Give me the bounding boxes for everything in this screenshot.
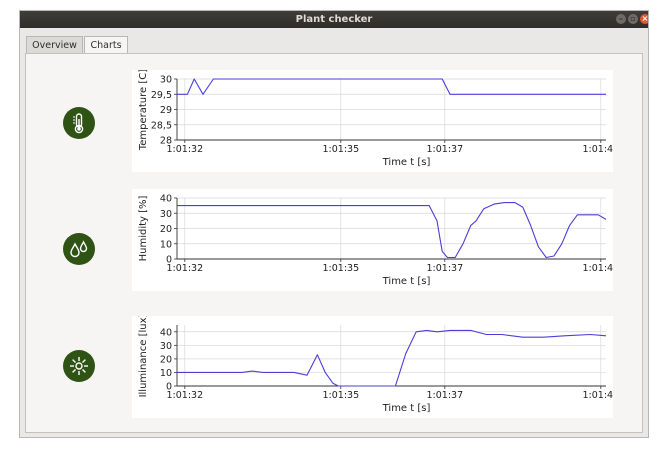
- x-tick-label: 1:01:37: [426, 390, 463, 401]
- y-tick-label: 28,5: [151, 120, 172, 131]
- tab-charts[interactable]: Charts: [84, 36, 128, 54]
- y-axis-label: Humidity [%]: [138, 195, 149, 261]
- temperature-chart-canvas: 30 29,5 29 28,5 281:01:32 1:01:35 1:01:37 1:01:…: [138, 70, 613, 168]
- maximize-icon[interactable]: ▫: [628, 14, 638, 24]
- series-line: [177, 329, 607, 387]
- x-tick-label: 1:01:32: [166, 144, 203, 155]
- x-tick-label: 1:01:37: [426, 144, 463, 155]
- y-tick-label: 20: [160, 354, 172, 365]
- x-tick-label: 1:01:40: [582, 390, 613, 401]
- y-tick-label: 10: [160, 368, 172, 379]
- y-tick-label: 10: [160, 239, 172, 250]
- series-line: [177, 202, 607, 259]
- illuminance-chart: 40 30 20 10 01:01:32 1:01:35 1:01:37 1:01:40 Tim…: [132, 316, 613, 418]
- y-tick-label: 20: [160, 224, 172, 235]
- y-tick-label: 40: [160, 194, 172, 205]
- x-tick-label: 1:01:32: [166, 390, 203, 401]
- x-axis-label: Time t [s]: [382, 403, 431, 414]
- y-tick-label: 29,5: [151, 90, 172, 101]
- x-tick-label: 1:01:40: [582, 263, 613, 274]
- y-tick-label: 30: [160, 209, 172, 220]
- y-tick-label: 28: [160, 136, 172, 147]
- x-tick-label: 1:01:37: [426, 263, 463, 274]
- humidity-chart-canvas: 40 30 20 10 01:01:32 1:01:35 1:01:37 1:01:40 Tim…: [138, 194, 613, 288]
- y-tick-label: 0: [166, 255, 172, 266]
- x-tick-label: 1:01:35: [322, 144, 359, 155]
- water-drops-icon: [63, 233, 95, 265]
- x-tick-label: 1:01:40: [582, 144, 613, 155]
- temperature-chart: 30 29,5 29 28,5 28 1:01:32 1:01:35 1:01:37 1:01:…: [132, 70, 613, 172]
- sun-icon: [63, 350, 95, 382]
- series-line: [177, 78, 606, 95]
- window-title: Plant checker: [295, 14, 373, 25]
- x-axis-label: Time t [s]: [382, 157, 431, 168]
- app-window: Plant checker – ▫ × Overview Charts: [19, 10, 649, 438]
- x-axis-label: Time t [s]: [382, 276, 431, 287]
- y-tick-label: 29: [160, 105, 172, 116]
- x-tick-label: 1:01:32: [166, 263, 203, 274]
- minimize-icon[interactable]: –: [616, 14, 626, 24]
- tab-overview[interactable]: Overview: [26, 36, 83, 53]
- humidity-chart: 40 30 20 10 01:01:32 1:01:35 1:01:37 1:01:40 Tim…: [132, 189, 613, 291]
- y-tick-label: 30: [160, 75, 172, 86]
- close-icon[interactable]: ×: [640, 14, 649, 24]
- x-tick-label: 1:01:35: [322, 390, 359, 401]
- y-axis-label: Illuminance [lux]: [138, 316, 149, 397]
- y-tick-label: 30: [160, 341, 172, 352]
- illuminance-chart-canvas: 40 30 20 10 01:01:32 1:01:35 1:01:37 1:01:40 Tim…: [138, 316, 613, 414]
- thermometer-icon: [63, 107, 95, 139]
- y-tick-label: 0: [166, 382, 172, 393]
- x-tick-label: 1:01:35: [322, 263, 359, 274]
- title-bar: Plant checker – ▫ ×: [20, 11, 648, 28]
- y-tick-label: 40: [160, 327, 172, 338]
- charts-panel: 30 29,5 29 28,5 28 1:01:32 1:01:35 1:01:37 1:01:…: [25, 53, 643, 433]
- y-axis-label: Temperature [C]: [138, 70, 149, 151]
